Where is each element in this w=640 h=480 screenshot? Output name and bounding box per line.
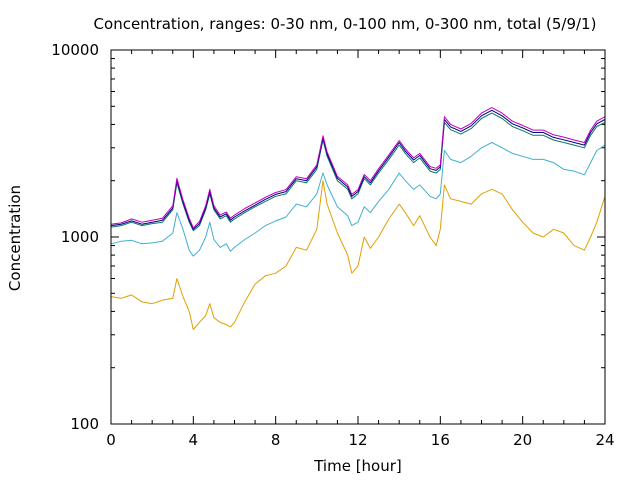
data-series [110,107,606,330]
series-line-4 [110,109,606,230]
x-tick-label: 12 [348,431,367,449]
series-line-2 [110,142,606,257]
series-line-5 [110,107,606,229]
y-axis-label: Concentration [6,185,24,291]
x-tick-label: 8 [271,431,281,449]
x-tick-label: 20 [513,431,532,449]
x-tick-label: 4 [189,431,199,449]
x-tick-label: 16 [431,431,450,449]
series-line-1 [110,180,606,330]
x-tick-label: 24 [595,431,614,449]
axis-tick-labels: 0 4 8 12 16 20 24 100 1000 10000 [51,41,614,449]
series-line-3 [110,112,606,232]
y-tick-label: 1000 [61,228,99,246]
x-tick-label: 0 [106,431,116,449]
x-axis-label: Time [hour] [313,457,402,475]
plot-frame [110,49,606,425]
y-tick-label: 10000 [51,41,99,59]
chart-title: Concentration, ranges: 0-30 nm, 0-100 nm… [94,15,597,33]
y-tick-label: 100 [70,415,99,433]
